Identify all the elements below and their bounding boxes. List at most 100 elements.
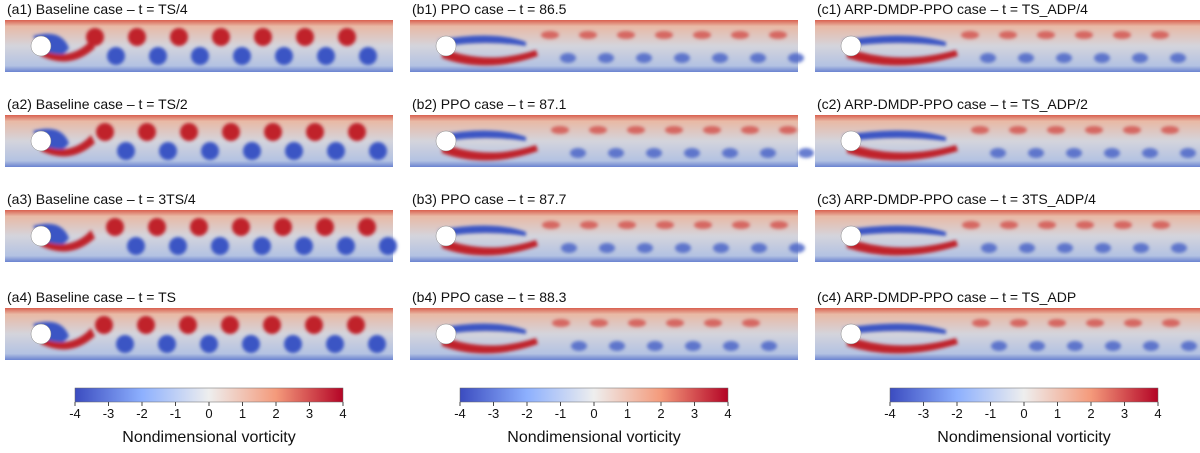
- colorbar-label: Nondimensional vorticity: [507, 429, 680, 446]
- vortex: [788, 53, 804, 63]
- vortex: [275, 47, 293, 65]
- colorbar-tick-label: 1: [239, 406, 246, 421]
- colorbar-tick-label: 0: [1020, 406, 1027, 421]
- colorbar-tick-label: 4: [724, 406, 731, 421]
- vortex: [732, 221, 750, 229]
- vortex: [369, 142, 387, 160]
- shear-layer: [442, 238, 538, 256]
- field-bg: [5, 308, 393, 360]
- vortex: [338, 28, 356, 46]
- vortex: [647, 341, 663, 351]
- vortex: [618, 221, 636, 229]
- cylinder: [30, 225, 52, 247]
- flow-field: [410, 115, 814, 167]
- vortex: [609, 341, 625, 351]
- colorbar-label: Nondimensional vorticity: [937, 429, 1110, 446]
- cylinder: [435, 323, 457, 345]
- vortex: [116, 335, 134, 353]
- vortex: [1104, 148, 1120, 158]
- vortex: [305, 316, 323, 334]
- vortex: [981, 243, 997, 253]
- vortex: [1124, 319, 1142, 327]
- vortex: [712, 53, 728, 63]
- vortex: [1095, 243, 1111, 253]
- vortex: [212, 28, 230, 46]
- vortex: [137, 316, 155, 334]
- panel-caption: (a2) Baseline case – t = TS/2: [7, 96, 188, 112]
- vortex: [1142, 148, 1158, 158]
- vortex: [95, 316, 113, 334]
- cylinder: [30, 323, 52, 345]
- vortex: [1047, 126, 1065, 134]
- vortices: [438, 319, 777, 354]
- cylinder: [840, 225, 862, 247]
- shear-layer: [843, 225, 946, 236]
- shear-layer: [843, 35, 946, 46]
- vortex: [1076, 221, 1094, 229]
- colorbar-tick-label: 1: [624, 406, 631, 421]
- panel-caption: (a3) Baseline case – t = 3TS/4: [7, 191, 196, 207]
- vortex: [684, 148, 700, 158]
- vortex: [233, 47, 251, 65]
- vortex: [761, 341, 777, 351]
- shear-layer: [438, 35, 526, 46]
- vortex: [326, 335, 344, 353]
- cylinder: [840, 130, 862, 152]
- vortices: [438, 221, 805, 256]
- vortex: [608, 148, 624, 158]
- vortex: [571, 341, 587, 351]
- colorbar-tick-label: -4: [69, 406, 81, 421]
- vortex: [760, 148, 776, 158]
- vortex: [180, 123, 198, 141]
- vortex: [655, 31, 673, 39]
- vortex: [731, 31, 749, 39]
- shear-layer: [41, 135, 95, 157]
- vortex: [703, 126, 721, 134]
- vortex: [96, 123, 114, 141]
- colorbar-tick-label: 0: [590, 406, 597, 421]
- shear-layer: [847, 238, 958, 256]
- shear-layer: [41, 40, 95, 62]
- shear-layer: [847, 336, 958, 354]
- flow-field: [815, 210, 1200, 262]
- flow-field: [5, 308, 393, 360]
- colorbar-tick-label: -2: [521, 406, 533, 421]
- panel-caption: (c3) ARP-DMDP-PPO case – t = 3TS_ADP/4: [817, 191, 1096, 207]
- vortex: [1066, 148, 1082, 158]
- vortices: [843, 221, 1187, 256]
- colorbar: [889, 387, 1159, 403]
- vortex: [1009, 126, 1027, 134]
- vortex: [1162, 319, 1180, 327]
- vortex: [1067, 341, 1083, 351]
- vortex: [1181, 341, 1197, 351]
- vortex: [1171, 243, 1187, 253]
- vortex: [1151, 31, 1169, 39]
- field-bg: [815, 308, 1200, 360]
- vortex: [685, 341, 701, 351]
- vortex: [1037, 31, 1055, 39]
- vortex: [990, 148, 1006, 158]
- shear-layer: [438, 323, 526, 334]
- vortex: [541, 31, 559, 39]
- field-bg: [815, 210, 1200, 262]
- vortex: [694, 221, 712, 229]
- colorbar-tick-label: -1: [555, 406, 567, 421]
- colorbar-tick-label: -1: [985, 406, 997, 421]
- vortex: [243, 142, 261, 160]
- vortex: [106, 218, 124, 236]
- colorbar-tick-label: 2: [657, 406, 664, 421]
- shear-layer: [438, 130, 526, 141]
- vortex: [770, 221, 788, 229]
- shear-layer: [442, 48, 538, 66]
- colorbar-tick-label: -3: [103, 406, 115, 421]
- colorbar-tick-label: -3: [488, 406, 500, 421]
- vortex: [599, 243, 615, 253]
- vortex: [285, 142, 303, 160]
- vortex: [348, 123, 366, 141]
- vortex: [1132, 53, 1148, 63]
- flow-field: [5, 20, 393, 72]
- vortex: [637, 243, 653, 253]
- vortex: [742, 319, 760, 327]
- vortex: [327, 142, 345, 160]
